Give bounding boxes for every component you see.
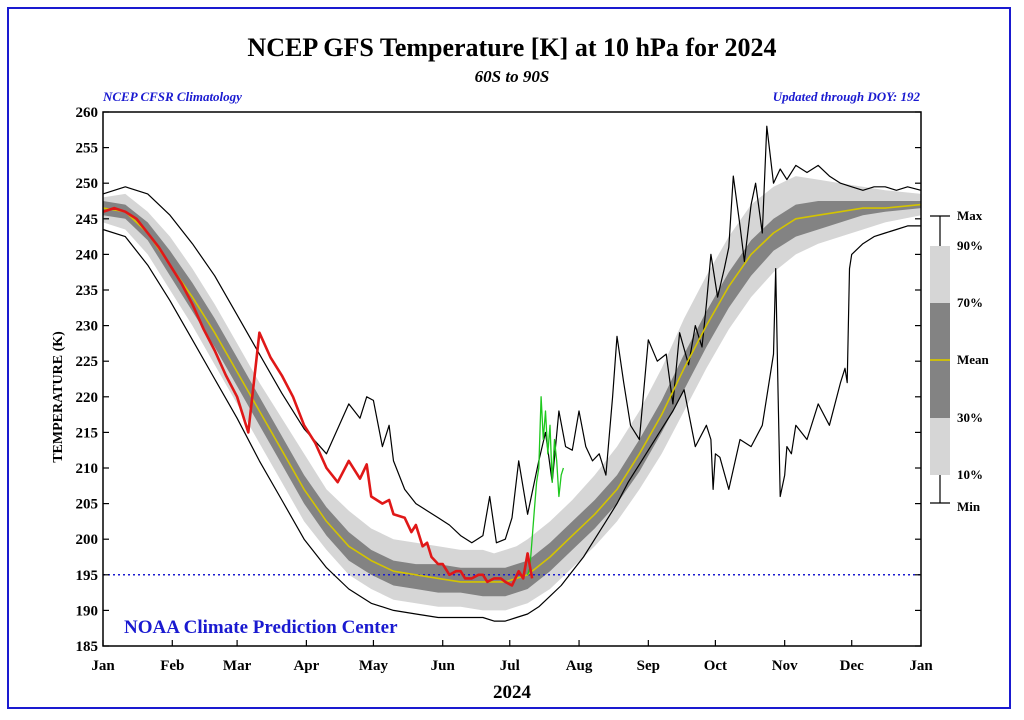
legend-label-max: Max: [957, 208, 983, 223]
series-line-mean: [102, 203, 922, 583]
y-tick-label: 250: [76, 176, 99, 192]
x-tick-label: Jan: [909, 658, 933, 674]
x-tick-label: Jun: [431, 658, 456, 674]
x-tick-label: Jan: [91, 658, 115, 674]
legend-label-min: Min: [957, 499, 981, 514]
legend: Max 90% 70% Mean 30% 10% Min: [930, 208, 990, 514]
x-tick-label: Apr: [293, 658, 319, 674]
y-axis-label: TEMPERATURE (K): [51, 331, 66, 463]
x-tick-label: May: [359, 658, 389, 674]
x-tick-label: Feb: [160, 658, 184, 674]
chart-title: NCEP GFS Temperature [K] at 10 hPa for 2…: [247, 33, 776, 62]
legend-label-30: 30%: [957, 410, 983, 425]
series-line-observed: [102, 206, 534, 587]
series-lines: [102, 125, 922, 622]
y-tick-label: 240: [76, 247, 99, 263]
y-tick-label: 185: [76, 639, 99, 655]
legend-label-70: 70%: [957, 295, 983, 310]
legend-label-10: 10%: [957, 467, 983, 482]
chart-subtitle: 60S to 90S: [475, 67, 550, 86]
y-tick-label: 210: [76, 461, 99, 477]
y-tick-label: 255: [76, 141, 99, 157]
y-tick-label: 190: [76, 603, 99, 619]
band-30-70: [103, 201, 921, 597]
x-tick-label: Aug: [566, 658, 593, 674]
y-tick-label: 220: [76, 390, 99, 406]
percentile-bands: [103, 176, 921, 611]
x-tick-label: Nov: [772, 658, 798, 674]
series-line-max: [102, 125, 922, 544]
y-tick-label: 235: [76, 283, 99, 299]
climatology-note: NCEP CFSR Climatology: [102, 89, 242, 104]
updated-note: Updated through DOY: 192: [773, 89, 921, 104]
y-tick-label: 215: [76, 425, 99, 441]
axes: 185 190 195 200 205 210 215 220 225 230 235 240 245 2…: [76, 105, 934, 674]
legend-label-mean: Mean: [957, 352, 990, 367]
x-axis-label: 2024: [493, 682, 532, 703]
x-tick-label: Jul: [500, 658, 520, 674]
series-line-forecast: [526, 396, 565, 576]
y-tick-label: 260: [76, 105, 99, 121]
x-tick-label: Dec: [840, 658, 864, 674]
y-tick-label: 225: [76, 354, 99, 370]
y-tick-label: 205: [76, 497, 99, 513]
band-10-90: [103, 176, 921, 611]
y-tick-label: 230: [76, 319, 99, 335]
plot-border: [102, 111, 922, 647]
series-line-min: [102, 225, 921, 622]
y-tick-label: 195: [76, 568, 99, 584]
legend-label-90: 90%: [957, 238, 983, 253]
x-tick-label: Oct: [704, 658, 727, 674]
x-tick-label: Mar: [223, 658, 252, 674]
y-tick-label: 245: [76, 212, 99, 228]
cpc-watermark: NOAA Climate Prediction Center: [124, 617, 398, 638]
x-tick-label: Sep: [637, 658, 660, 674]
y-tick-label: 200: [76, 532, 99, 548]
